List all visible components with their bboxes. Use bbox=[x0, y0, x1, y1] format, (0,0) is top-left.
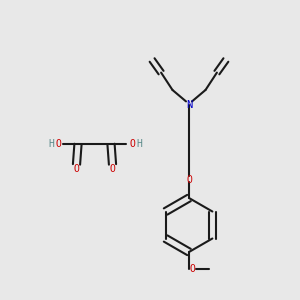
Text: O: O bbox=[186, 175, 192, 185]
Text: O: O bbox=[74, 164, 80, 174]
Text: H: H bbox=[48, 139, 54, 149]
Text: O: O bbox=[55, 139, 61, 149]
Text: O: O bbox=[129, 139, 135, 149]
Text: O: O bbox=[189, 263, 195, 274]
Text: O: O bbox=[110, 164, 116, 174]
Text: H: H bbox=[136, 139, 142, 149]
Text: N: N bbox=[186, 100, 192, 110]
